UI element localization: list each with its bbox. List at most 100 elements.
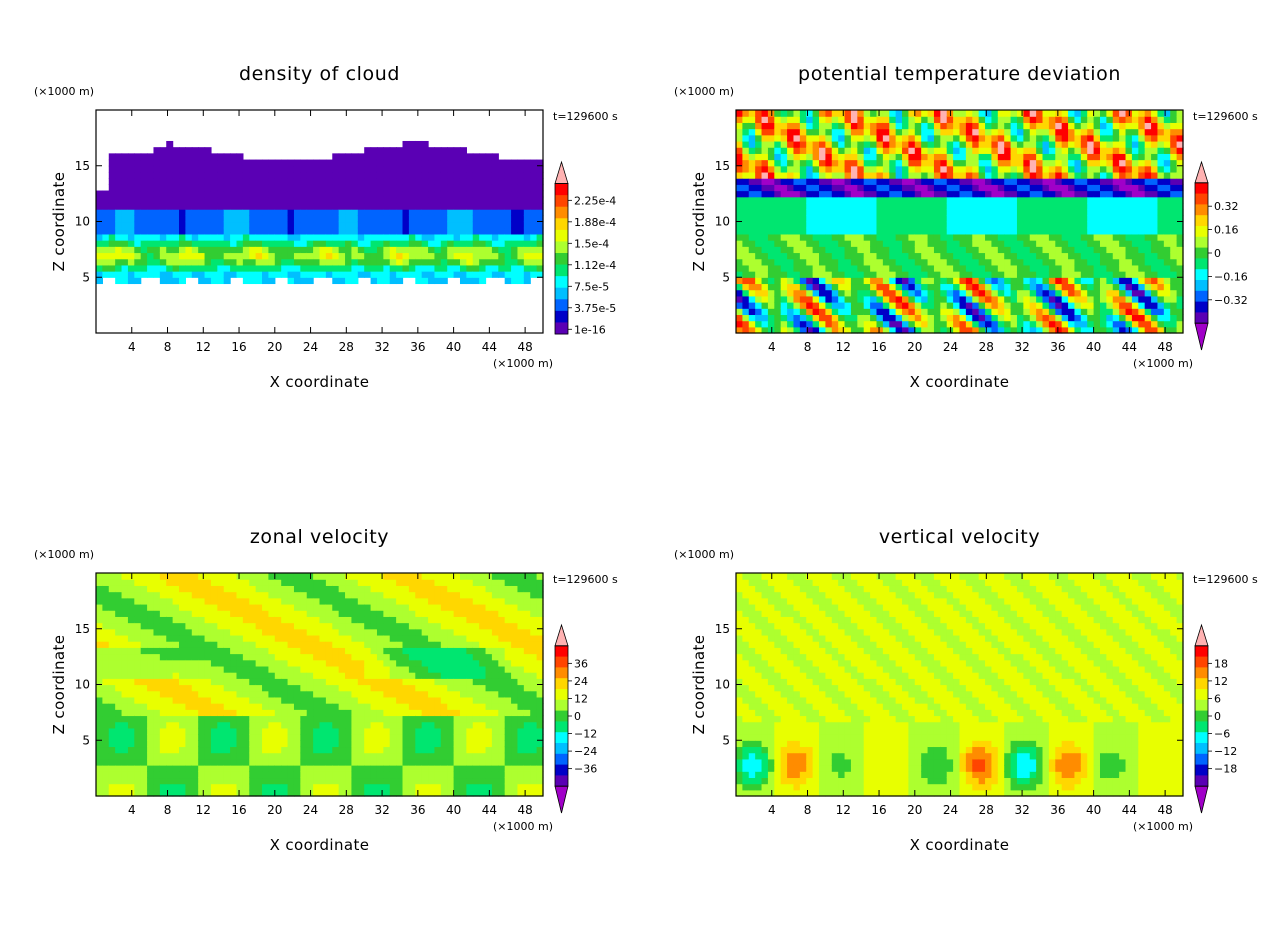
field-cell <box>1042 178 1050 185</box>
field-cell <box>1029 320 1037 328</box>
field-cell <box>485 221 493 229</box>
field-cell <box>485 171 493 179</box>
field-cell <box>102 240 110 247</box>
field-cell <box>428 264 436 272</box>
field-cell <box>402 215 410 223</box>
field-cell <box>1055 302 1063 309</box>
field-cell <box>185 240 193 247</box>
field-cell <box>825 277 833 285</box>
field-cell <box>1023 277 1031 285</box>
field-cell <box>517 215 525 223</box>
colorbar-label: 7.5e-5 <box>574 280 609 293</box>
field-cell <box>204 746 212 754</box>
field-cell <box>1125 240 1133 247</box>
field-cell <box>748 233 756 241</box>
field-cell <box>838 209 846 216</box>
field-cell <box>153 147 161 154</box>
field-cell <box>1151 264 1159 272</box>
field-cell <box>396 196 404 204</box>
field-cell <box>1068 233 1076 241</box>
field-cell <box>242 734 250 741</box>
field-cell <box>1157 209 1165 216</box>
field-cell <box>1106 178 1114 185</box>
field-cell <box>1138 320 1146 328</box>
field-cell <box>972 326 980 334</box>
field-cell <box>831 308 839 316</box>
field-cell <box>153 703 161 710</box>
field-cell <box>1157 289 1165 297</box>
field-cell <box>421 184 429 192</box>
field-cell <box>895 147 903 154</box>
field-cell <box>204 240 212 247</box>
field-cell <box>504 209 512 216</box>
field-cell <box>819 252 826 260</box>
field-cell <box>857 326 865 334</box>
field-cell <box>870 215 878 223</box>
field-cell <box>351 159 359 167</box>
field-cell <box>127 672 135 679</box>
field-cell <box>255 264 263 272</box>
field-cell <box>459 178 467 185</box>
field-cell <box>147 215 155 223</box>
field-cell <box>1042 184 1050 192</box>
field-cell <box>166 140 174 148</box>
field-cell <box>217 597 225 605</box>
field-cell <box>140 209 148 216</box>
field-cell <box>370 153 378 161</box>
field-cell <box>767 178 775 185</box>
field-cell <box>870 196 878 204</box>
field-cell <box>933 190 941 198</box>
field-cell <box>953 209 961 216</box>
field-cell <box>1004 277 1012 285</box>
field-cell <box>236 746 244 754</box>
field-cell <box>485 178 493 185</box>
field-cell <box>876 116 884 123</box>
field-cell <box>972 196 980 204</box>
field-cell <box>799 295 807 303</box>
field-cell <box>166 209 174 216</box>
field-cell <box>1080 233 1088 241</box>
field-cell <box>953 116 961 123</box>
field-cell <box>485 246 493 254</box>
field-cell <box>115 696 123 704</box>
field-cell <box>96 196 103 204</box>
field-cell <box>972 240 980 247</box>
colorbar-segment <box>555 253 568 266</box>
field-cell <box>268 190 276 198</box>
field-cell <box>1170 314 1178 322</box>
y-tick-label: 5 <box>722 270 730 284</box>
field-cell <box>230 246 238 254</box>
field-cell <box>1151 134 1159 142</box>
field-cell <box>204 264 212 272</box>
field-cell <box>825 283 833 291</box>
field-cell <box>927 202 935 210</box>
field-cell <box>1061 227 1069 235</box>
field-cell <box>530 202 538 210</box>
field-cell <box>300 246 308 254</box>
field-cell <box>755 271 763 278</box>
field-cell <box>825 302 833 309</box>
field-cell <box>325 227 333 235</box>
field-cell <box>933 289 941 297</box>
field-cell <box>985 215 993 223</box>
field-cell <box>1055 320 1063 328</box>
field-cell <box>102 734 110 741</box>
field-cell <box>255 215 263 223</box>
field-cell <box>946 252 954 260</box>
field-cell <box>230 271 238 278</box>
field-cell <box>825 159 833 167</box>
field-cell <box>121 659 129 667</box>
field-cell <box>736 302 743 309</box>
field-cell <box>889 209 897 216</box>
field-cell <box>953 314 961 322</box>
field-cell <box>787 178 795 185</box>
field-cell <box>338 227 346 235</box>
field-cell <box>889 227 897 235</box>
field-cell <box>780 178 788 185</box>
field-cell <box>1016 227 1024 235</box>
field-cell <box>1036 209 1044 216</box>
field-cell <box>140 665 148 673</box>
field-cell <box>217 746 225 754</box>
field-cell <box>447 184 455 192</box>
field-cell <box>748 140 756 148</box>
